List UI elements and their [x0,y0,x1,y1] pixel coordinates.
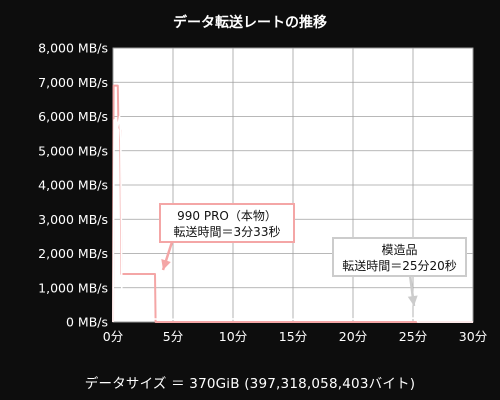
x-axis: 0分 5分 10分 15分 20分 25分 30分 [103,329,487,344]
x-tick-label: 0分 [103,329,123,344]
transfer-rate-chart: データ転送レートの推移 0 MB/s 1,000 MB/s 2,000 MB/s 3,… [38,14,487,344]
series-layer [112,84,473,323]
annotation-arrowhead [161,258,171,270]
y-tick-label: 0 MB/s [66,315,108,330]
y-tick-label: 8,000 MB/s [38,41,108,56]
x-tick-label: 25分 [399,329,427,344]
annotation-0: 990 PRO（本物）転送時間＝3分33秒 [159,203,295,271]
y-tick-label: 1,000 MB/s [38,280,108,295]
annotation-text: 転送時間＝3分33秒 [174,224,281,239]
y-tick-label: 6,000 MB/s [38,109,108,124]
annotation-text: 転送時間＝25分20秒 [342,258,457,273]
y-tick-label: 7,000 MB/s [38,75,108,90]
x-tick-label: 10分 [219,329,247,344]
x-tick-label: 5分 [163,329,183,344]
y-tick-label: 5,000 MB/s [38,143,108,158]
data-size-footer: データサイズ ＝ 370GiB (397,318,058,403バイト) [84,376,416,392]
annotation-box [332,237,467,277]
chart-title: データ転送レートの推移 [173,14,327,31]
x-tick-label: 30分 [459,329,487,344]
y-axis: 0 MB/s 1,000 MB/s 2,000 MB/s 3,000 MB/s 4,00… [38,41,108,330]
annotation-box [159,203,295,243]
y-tick-label: 4,000 MB/s [38,178,108,193]
x-tick-label: 15分 [279,329,307,344]
y-tick-label: 3,000 MB/s [38,212,108,227]
annotation-text: 模造品 [381,243,417,257]
annotation-arrowhead [407,295,418,306]
x-tick-label: 20分 [339,329,367,344]
series-line-1 [112,115,473,323]
annotation-text: 990 PRO（本物） [177,209,277,223]
y-tick-label: 2,000 MB/s [38,246,108,261]
